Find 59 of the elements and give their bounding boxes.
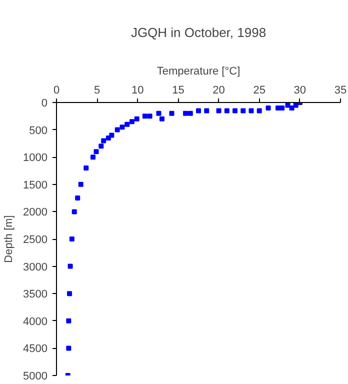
y-tick-label: 5000 bbox=[23, 370, 48, 382]
x-tick-label: 35 bbox=[334, 84, 347, 96]
point bbox=[216, 108, 222, 114]
y-tick-label: 1000 bbox=[23, 152, 48, 164]
point bbox=[129, 119, 134, 124]
y-tick-label: 3000 bbox=[23, 261, 48, 274]
chart-title: JGQH in October, 1998 bbox=[130, 25, 266, 40]
point bbox=[147, 114, 152, 119]
point bbox=[120, 124, 125, 130]
y-tick-label: 2000 bbox=[23, 206, 48, 219]
y-tick-label: 4500 bbox=[23, 343, 48, 356]
y-axis-title: Depth [m] bbox=[3, 215, 16, 263]
point bbox=[66, 346, 72, 351]
point bbox=[204, 108, 210, 114]
y-tick-label: 3500 bbox=[23, 288, 48, 301]
point bbox=[98, 144, 104, 149]
x-tick-label: 25 bbox=[253, 84, 266, 96]
x-tick-label: 30 bbox=[294, 84, 306, 96]
point bbox=[78, 182, 84, 187]
y-tick-label: 2500 bbox=[23, 234, 48, 246]
point bbox=[94, 149, 99, 154]
point bbox=[280, 105, 285, 110]
point bbox=[156, 110, 162, 116]
y-tick-label: 1500 bbox=[23, 179, 48, 192]
point bbox=[248, 108, 254, 114]
point bbox=[90, 154, 96, 160]
point bbox=[101, 138, 106, 144]
point bbox=[224, 108, 230, 114]
x-tick-label: 10 bbox=[132, 84, 144, 96]
point bbox=[266, 105, 271, 110]
x-tick-label: 0 bbox=[53, 84, 60, 96]
point bbox=[232, 108, 238, 114]
point bbox=[109, 132, 114, 138]
point bbox=[196, 108, 201, 114]
x-axis-title: Temperature [°C] bbox=[156, 66, 240, 78]
point bbox=[183, 110, 188, 116]
y-tick-label: 0 bbox=[41, 98, 48, 110]
y-tick-label: 4000 bbox=[23, 316, 48, 328]
point bbox=[75, 196, 80, 201]
point bbox=[159, 116, 164, 122]
x-tick-label: 5 bbox=[94, 84, 100, 96]
point bbox=[66, 318, 72, 324]
point bbox=[142, 114, 148, 119]
point bbox=[188, 110, 193, 116]
point bbox=[68, 264, 73, 269]
point bbox=[114, 127, 120, 132]
point bbox=[69, 236, 74, 242]
x-tick-label: 15 bbox=[172, 84, 184, 96]
point bbox=[169, 110, 174, 116]
y-tick-label: 500 bbox=[29, 124, 48, 137]
x-tick-label: 20 bbox=[212, 84, 225, 96]
point bbox=[240, 108, 246, 114]
point bbox=[72, 209, 77, 214]
point bbox=[289, 105, 294, 110]
point bbox=[84, 166, 89, 171]
point bbox=[256, 108, 262, 114]
point bbox=[134, 116, 140, 122]
point bbox=[124, 122, 130, 127]
point bbox=[66, 291, 72, 296]
